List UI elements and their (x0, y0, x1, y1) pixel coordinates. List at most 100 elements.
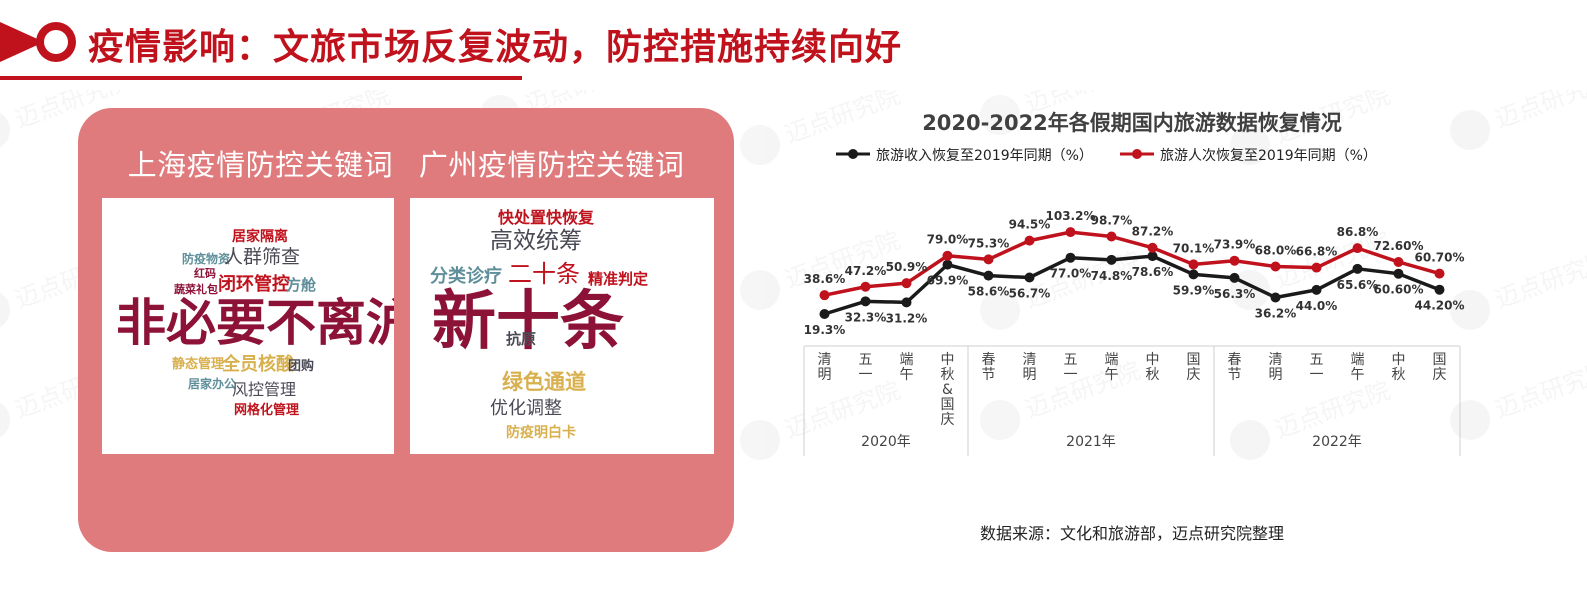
data-point (1106, 231, 1117, 242)
data-point (860, 281, 871, 292)
data-label: 19.3% (804, 323, 846, 337)
category-tick-label: 午 (900, 367, 914, 383)
keyword-panel: 上海疫情防控关键词 广州疫情防控关键词 居家隔离 防疫物资 人群筛查 红码 蔬菜… (78, 108, 734, 552)
data-label: 77.0% (1050, 267, 1092, 281)
data-point (1065, 252, 1076, 263)
category-tick-label: 五 (1064, 352, 1078, 368)
category-tick-label: 庆 (941, 412, 955, 428)
word-cloud-term: 风控管理 (232, 380, 297, 399)
data-point (901, 297, 912, 308)
word-cloud-term: 抗原 (506, 330, 537, 348)
data-label: 38.6% (804, 272, 846, 286)
year-group-label: 2022年 (1312, 434, 1362, 450)
category-tick-label: 午 (1105, 367, 1119, 383)
category-tick-label: 清 (818, 352, 832, 368)
category-tick-label: 中 (1146, 352, 1160, 368)
word-cloud-term: 优化调整 (490, 398, 562, 419)
word-cloud-term: 防疫物资 (182, 252, 231, 266)
word-cloud-term: 全员核酸 (222, 354, 294, 375)
page-header: 疫情影响：文旅市场反复波动，防控措施持续向好 (0, 0, 1587, 90)
data-label: 50.9% (886, 260, 928, 274)
word-cloud-term: 人群筛查 (224, 246, 301, 268)
data-label: 74.8% (1091, 269, 1133, 283)
data-source-note: 数据来源：文化和旅游部，迈点研究院整理 (980, 524, 1285, 543)
category-tick-label: 中 (1392, 352, 1406, 368)
data-label: 65.6% (1337, 278, 1379, 292)
category-tick-label: 春 (1228, 352, 1242, 368)
data-point (1352, 263, 1363, 274)
data-label: 86.8% (1337, 225, 1379, 239)
guangzhou-word-cloud: 快处置快恢复 高效统筹 分类诊疗 二十条 精准判定 新十条 抗原 绿色通道 优化… (410, 198, 714, 454)
data-label: 68.0% (1255, 243, 1297, 257)
word-cloud-term: 方舱 (286, 276, 317, 294)
data-label: 31.2% (886, 311, 928, 325)
line-chart: 2020-2022年各假期国内旅游数据恢复情况旅游收入恢复至2019年同期（%）… (803, 111, 1465, 456)
word-cloud-term: 居家办公 (188, 377, 237, 391)
category-tick-label: 午 (1351, 367, 1365, 383)
data-label: 56.7% (1009, 287, 1051, 301)
category-tick-label: 国 (941, 397, 955, 413)
word-cloud-term: 居家隔离 (232, 229, 288, 245)
data-point (901, 278, 912, 289)
data-point (1188, 269, 1199, 280)
word-cloud-term: 闭环管控 (218, 274, 290, 295)
data-point (1229, 255, 1240, 266)
data-point (1065, 227, 1076, 238)
data-label: 72.60% (1374, 239, 1424, 253)
data-point (1270, 292, 1281, 303)
category-tick-label: 秋 (1146, 367, 1160, 383)
data-label: 32.3% (845, 310, 887, 324)
data-label: 73.9% (1214, 238, 1256, 252)
data-point (942, 250, 953, 261)
data-point (1434, 284, 1445, 295)
data-point (1147, 242, 1158, 253)
data-label: 94.5% (1009, 218, 1051, 232)
data-label: 69.9% (927, 274, 969, 288)
category-tick-label: 国 (1187, 352, 1201, 368)
data-point (983, 254, 994, 265)
category-tick-label: 端 (900, 352, 914, 368)
category-tick-label: 清 (1269, 352, 1283, 368)
category-tick-label: 庆 (1433, 367, 1447, 383)
data-point (1393, 256, 1404, 267)
title-underline (0, 76, 522, 80)
word-cloud-term: 非必要不离沪 (116, 294, 394, 352)
data-point (1024, 235, 1035, 246)
word-cloud-term: 防疫明白卡 (506, 425, 576, 441)
word-cloud-term: 红码 (194, 267, 216, 280)
data-label: 70.1% (1173, 241, 1215, 255)
category-tick-label: 端 (1351, 352, 1365, 368)
data-point (1393, 268, 1404, 279)
data-label: 60.70% (1415, 251, 1465, 265)
guangzhou-heading: 广州疫情防控关键词 (418, 148, 685, 182)
category-tick-label: 中 (941, 352, 955, 368)
legend-marker (848, 149, 858, 159)
data-label: 66.8% (1296, 245, 1338, 259)
word-cloud-term: 团购 (288, 359, 315, 374)
data-label: 79.0% (927, 233, 969, 247)
word-cloud-term: 二十条 (508, 260, 580, 288)
flag-circle-icon (0, 22, 76, 62)
data-point (1229, 272, 1240, 283)
data-point (1147, 251, 1158, 262)
data-point (1188, 259, 1199, 270)
category-tick-label: 一 (1310, 367, 1324, 383)
category-tick-label: 清 (1023, 352, 1037, 368)
category-tick-label: 秋 (1392, 367, 1406, 383)
data-point (1270, 261, 1281, 272)
data-point (1311, 284, 1322, 295)
word-cloud-term: 高效统筹 (490, 228, 582, 254)
data-point (983, 270, 994, 281)
category-tick-label: 节 (982, 367, 996, 383)
year-group-label: 2020年 (861, 434, 911, 450)
data-label: 44.20% (1415, 299, 1465, 313)
year-group-label: 2021年 (1066, 434, 1116, 450)
category-tick-label: 五 (859, 352, 873, 368)
category-tick-label: 五 (1310, 352, 1324, 368)
chart-title: 2020-2022年各假期国内旅游数据恢复情况 (922, 111, 1342, 135)
data-point (1106, 254, 1117, 265)
data-point (819, 290, 830, 301)
data-label: 59.9% (1173, 283, 1215, 297)
data-label: 103.2% (1046, 209, 1096, 223)
word-cloud-term: 网格化管理 (234, 403, 300, 418)
